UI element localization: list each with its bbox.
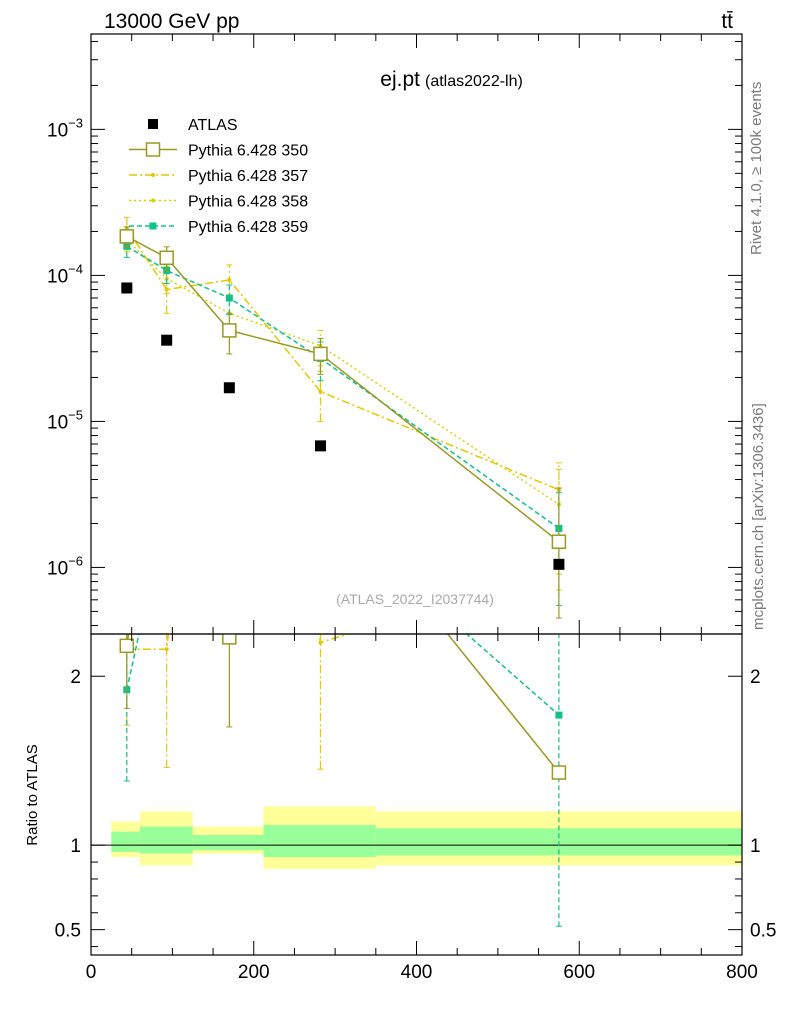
main-y-tick-labels: 10−6 10−5 10−4 10−3 <box>47 115 83 579</box>
data-point-atlas <box>553 558 565 570</box>
ratio-uncertainty-bands <box>111 806 742 869</box>
legend-label-p359: Pythia 6.428 359 <box>188 219 308 236</box>
x-tick-labels: 0 200 400 600 800 <box>86 962 758 983</box>
data-point-atlas <box>314 440 326 452</box>
band-inner <box>111 831 140 852</box>
legend-entry-p359: Pythia 6.428 359 <box>129 219 308 236</box>
series-atlas <box>121 282 565 570</box>
series-line-p359 <box>126 245 560 530</box>
data-point-p350 <box>313 346 328 362</box>
ratio-point-p357 <box>318 640 323 645</box>
ratio-panel: 0.5 0.5 1 1 2 2 0 200 400 600 800 Ratio to ATLAS <box>24 633 777 983</box>
ratio-series <box>119 634 567 927</box>
legend-entry-p350: Pythia 6.428 350 <box>129 142 308 160</box>
legend-marker-p359 <box>149 222 157 230</box>
data-point-p350 <box>222 323 237 338</box>
series-p350 <box>119 226 567 619</box>
band-inner <box>139 826 193 854</box>
data-point-atlas <box>223 382 235 394</box>
rivet-version-label: Rivet 4.1.0, ≥ 100k events <box>748 82 765 255</box>
band-inner <box>192 835 264 851</box>
data-point-p357 <box>164 287 169 292</box>
ratio-line-p359 <box>126 634 560 716</box>
x-tick-label: 600 <box>563 962 595 983</box>
ratio-y-tick-label-right: 1 <box>750 836 761 857</box>
x-tick-label: 400 <box>401 962 433 983</box>
ratio-point-p350 <box>119 638 135 654</box>
data-point-p357 <box>227 277 232 282</box>
ratio-y-tick-label: 0.5 <box>55 921 81 942</box>
legend-marker-p357 <box>151 173 155 177</box>
process-label: tt̄ <box>721 10 733 33</box>
x-tick-label: 800 <box>726 962 758 983</box>
series-p357 <box>123 216 562 575</box>
legend-entry-p358: Pythia 6.428 358 <box>129 194 308 211</box>
analysis-watermark: (ATLAS_2022_I2037744) <box>336 591 494 607</box>
series-line-p357 <box>126 227 560 491</box>
ratio-frame <box>90 633 743 956</box>
legend: ATLAS Pythia 6.428 350 Pythia 6.428 357 Pyt… <box>129 117 308 236</box>
main-y-tick-label: 10−6 <box>47 553 83 579</box>
legend-entry-p357: Pythia 6.428 357 <box>129 168 308 185</box>
data-point-p357 <box>318 389 323 394</box>
ratio-line-p357 <box>126 634 351 650</box>
ratio-y-axis-label: Ratio to ATLAS <box>24 744 41 845</box>
ratio-y-tick-labels: 0.5 0.5 1 1 2 2 <box>55 667 777 941</box>
x-tick-label: 200 <box>238 962 270 983</box>
energy-label: 13000 GeV pp <box>104 10 239 33</box>
series-p359 <box>123 236 563 606</box>
main-panel: 10−6 10−5 10−4 10−3 ej.pt (atlas2022-lh) (A… <box>47 33 743 635</box>
ratio-y-tick-label-right: 2 <box>750 667 761 688</box>
data-point-atlas <box>161 334 173 346</box>
main-y-tick-label: 10−3 <box>47 115 83 141</box>
ratio-ticks <box>90 634 743 955</box>
data-point-p359 <box>225 294 233 302</box>
legend-marker-p350 <box>145 142 161 157</box>
legend-marker-p358 <box>151 198 155 203</box>
legend-entry-atlas: ATLAS <box>148 117 238 134</box>
ratio-line-p350 <box>126 634 560 774</box>
ratio-series-p357 <box>123 634 351 770</box>
band-inner <box>263 824 376 858</box>
chart-title: ej.pt <box>380 68 420 91</box>
chart-subtitle: (atlas2022-lh) <box>425 73 523 90</box>
legend-marker-atlas <box>148 119 158 129</box>
ratio-y-tick-label: 1 <box>70 836 81 857</box>
legend-label-p358: Pythia 6.428 358 <box>188 194 308 211</box>
ratio-series-p350 <box>119 634 567 780</box>
ratio-y-tick-label-right: 0.5 <box>750 921 776 942</box>
data-point-p350 <box>119 229 135 244</box>
data-point-p350 <box>551 534 567 549</box>
legend-label-p357: Pythia 6.428 357 <box>188 168 308 185</box>
legend-label-atlas: ATLAS <box>188 117 238 134</box>
main-series <box>119 216 567 619</box>
ratio-y-tick-label: 2 <box>70 667 81 688</box>
ratio-point-p359 <box>555 711 563 719</box>
mcplots-label: mcplots.cern.ch [arXiv:1306.3436] <box>750 403 767 630</box>
data-point-p350 <box>159 250 174 266</box>
main-y-tick-label: 10−4 <box>47 261 83 287</box>
ratio-point-p350 <box>551 765 567 780</box>
legend-label-p350: Pythia 6.428 350 <box>188 143 308 160</box>
ratio-point-p357 <box>164 647 169 652</box>
data-point-atlas <box>121 282 133 294</box>
ratio-point-p350 <box>222 634 237 645</box>
x-tick-label: 0 <box>86 962 97 983</box>
main-y-tick-label: 10−5 <box>47 407 83 433</box>
